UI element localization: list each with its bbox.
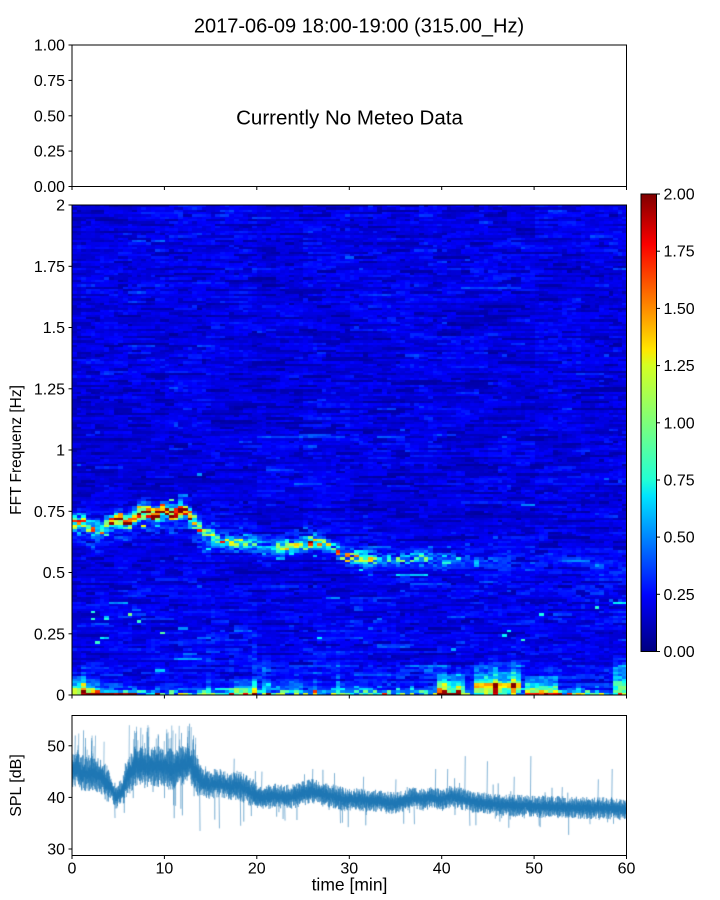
svg-text:0.5: 0.5 bbox=[43, 565, 65, 582]
svg-text:1.25: 1.25 bbox=[664, 358, 695, 375]
svg-text:0: 0 bbox=[56, 688, 65, 705]
svg-text:40: 40 bbox=[47, 790, 65, 807]
svg-text:2.00: 2.00 bbox=[664, 187, 695, 204]
svg-text:1.25: 1.25 bbox=[34, 381, 65, 398]
svg-text:0.25: 0.25 bbox=[664, 587, 695, 604]
svg-text:1.50: 1.50 bbox=[664, 301, 695, 318]
svg-text:0.75: 0.75 bbox=[34, 504, 65, 521]
svg-text:30: 30 bbox=[47, 842, 65, 859]
svg-text:1.75: 1.75 bbox=[664, 244, 695, 261]
svg-text:1.5: 1.5 bbox=[43, 320, 65, 337]
svg-text:60: 60 bbox=[618, 861, 636, 878]
svg-text:1.00: 1.00 bbox=[34, 38, 65, 55]
svg-text:Currently No Meteo Data: Currently No Meteo Data bbox=[236, 107, 463, 130]
svg-text:1.75: 1.75 bbox=[34, 259, 65, 276]
svg-text:50: 50 bbox=[47, 738, 65, 755]
svg-text:2017-06-09 18:00-19:00 (315.00: 2017-06-09 18:00-19:00 (315.00_Hz) bbox=[194, 16, 524, 38]
svg-text:0.75: 0.75 bbox=[34, 73, 65, 90]
svg-text:FFT Frequenz [Hz]: FFT Frequenz [Hz] bbox=[8, 385, 25, 515]
svg-text:20: 20 bbox=[248, 861, 266, 878]
svg-text:50: 50 bbox=[525, 861, 543, 878]
svg-text:0.00: 0.00 bbox=[664, 644, 695, 661]
svg-text:0.50: 0.50 bbox=[664, 530, 695, 547]
svg-text:0.25: 0.25 bbox=[34, 626, 65, 643]
svg-text:40: 40 bbox=[433, 861, 451, 878]
svg-text:0: 0 bbox=[68, 861, 77, 878]
svg-text:0.50: 0.50 bbox=[34, 108, 65, 125]
svg-text:10: 10 bbox=[156, 861, 174, 878]
svg-text:0.00: 0.00 bbox=[34, 179, 65, 196]
svg-text:1: 1 bbox=[56, 443, 65, 460]
svg-text:SPL [dB]: SPL [dB] bbox=[8, 754, 25, 817]
svg-text:30: 30 bbox=[340, 861, 358, 878]
svg-text:0.25: 0.25 bbox=[34, 144, 65, 161]
svg-text:time [min]: time [min] bbox=[312, 875, 388, 895]
svg-text:0.75: 0.75 bbox=[664, 473, 695, 490]
svg-text:2: 2 bbox=[56, 198, 65, 215]
svg-text:1.00: 1.00 bbox=[664, 415, 695, 432]
